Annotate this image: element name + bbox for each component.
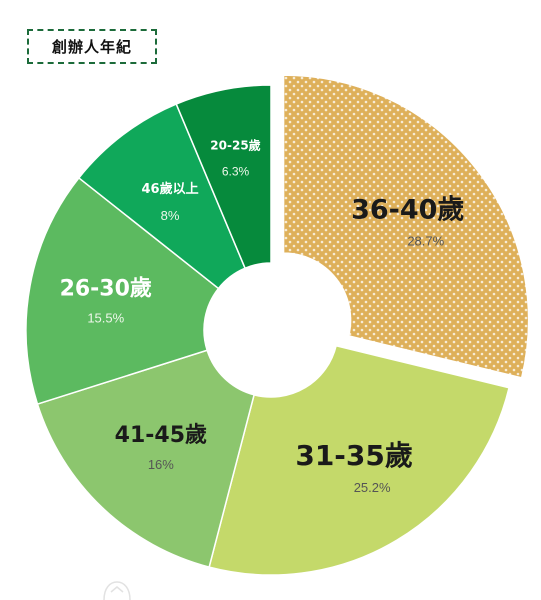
- slice-value-1: 28.7%: [407, 233, 444, 248]
- slice-value-3: 16%: [148, 457, 174, 472]
- chart-title-box: 創辦人年紀: [27, 29, 157, 64]
- slice-label-6: 20-25歲: [210, 138, 260, 153]
- chart-title: 創辦人年紀: [51, 38, 132, 56]
- pie-slice-6: [175, 84, 272, 270]
- slice-label-2: 31-35歲: [295, 439, 413, 472]
- slice-label-4: 26-30歲: [60, 277, 152, 302]
- slice-label-1: 36-40歲: [351, 194, 464, 225]
- pie-slice-2: [208, 344, 511, 576]
- labels-layer: 36-40歲 28.7% 31-35歲 25.2% 41-45歲 16% 26-30歲 15.…: [60, 138, 465, 496]
- slice-value-2: 25.2%: [354, 480, 391, 495]
- slice-value-6: 6.3%: [222, 165, 250, 179]
- pie-slice-4: [25, 176, 220, 406]
- watermark-icon: [103, 581, 131, 600]
- slice-value-4: 15.5%: [87, 311, 124, 326]
- pie-slice-3: [36, 349, 255, 568]
- pie-slice-1: [282, 74, 530, 379]
- pie-slice-5: [77, 103, 247, 290]
- slice-label-5: 46歲以上: [142, 181, 199, 197]
- slices-layer: [25, 74, 530, 576]
- slice-label-3: 41-45歲: [115, 423, 207, 448]
- slice-value-5: 8%: [161, 208, 180, 223]
